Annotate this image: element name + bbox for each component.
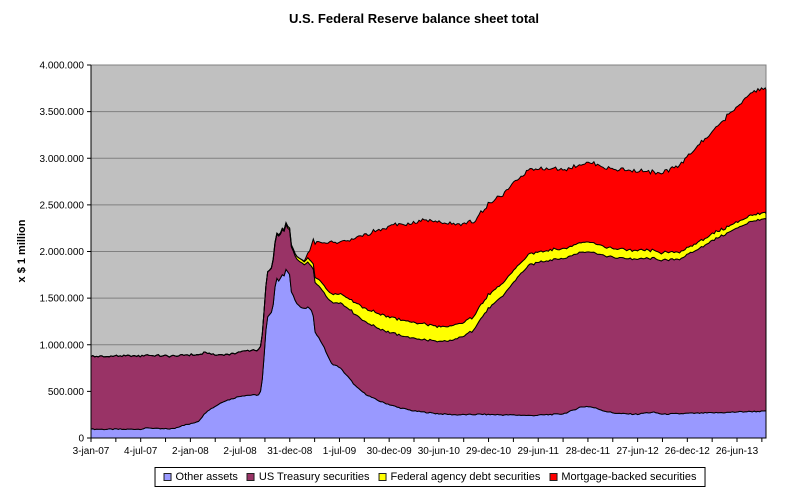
x-tick-label: 31-dec-08	[267, 446, 312, 457]
chart-title: U.S. Federal Reserve balance sheet total	[289, 11, 539, 26]
legend-swatch-us-treasury-securities	[246, 473, 255, 481]
x-tick-label: 29-dec-10	[466, 446, 511, 457]
legend-label-mortgage-backed-securities: Mortgage-backed securities	[561, 471, 697, 483]
x-tick-label: 1-jul-09	[323, 446, 357, 457]
y-tick-label: 1.500.000	[40, 294, 85, 305]
legend-label-other-assets: Other assets	[175, 471, 238, 483]
x-tick-label: 30-dec-09	[367, 446, 412, 457]
y-axis-title: x $ 1 million	[16, 219, 28, 283]
x-tick-label: 3-jan-07	[73, 446, 110, 457]
y-tick-label: 0	[78, 434, 84, 445]
legend-item-federal-agency-debt-securities: Federal agency debt securities	[378, 471, 541, 483]
legend-item-other-assets: Other assets	[163, 471, 238, 483]
legend-swatch-federal-agency-debt-securities	[378, 473, 387, 481]
x-tick-label: 4-jul-07	[124, 446, 158, 457]
legend-item-us-treasury-securities: US Treasury securities	[246, 471, 370, 483]
y-tick-label: 3.000.000	[40, 154, 85, 165]
x-tick-label: 26-dec-12	[665, 446, 710, 457]
legend-item-mortgage-backed-securities: Mortgage-backed securities	[549, 471, 696, 483]
y-tick-label: 2.000.000	[40, 247, 85, 258]
y-tick-label: 3.500.000	[40, 107, 85, 118]
x-tick-label: 2-jul-08	[223, 446, 257, 457]
legend-swatch-mortgage-backed-securities	[549, 473, 558, 481]
legend-swatch-other-assets	[163, 473, 172, 481]
x-tick-label: 26-jun-13	[716, 446, 759, 457]
x-tick-label: 30-jun-10	[418, 446, 461, 457]
legend-label-federal-agency-debt-securities: Federal agency debt securities	[390, 471, 541, 483]
legend-label-us-treasury-securities: US Treasury securities	[258, 471, 370, 483]
y-tick-label: 1.000.000	[40, 340, 85, 351]
legend: Other assets US Treasury securities Federa…	[154, 467, 706, 487]
series-mortgage-backed-securities	[90, 87, 767, 358]
y-tick-label: 500.000	[48, 387, 85, 398]
x-tick-label: 28-dec-11	[566, 446, 611, 457]
y-tick-label: 2.500.000	[40, 200, 85, 211]
x-tick-label: 29-jun-11	[517, 446, 559, 457]
x-tick-label: 2-jan-08	[172, 446, 209, 457]
x-tick-label: 27-jun-12	[616, 446, 659, 457]
y-tick-label: 4.000.000	[40, 61, 85, 72]
